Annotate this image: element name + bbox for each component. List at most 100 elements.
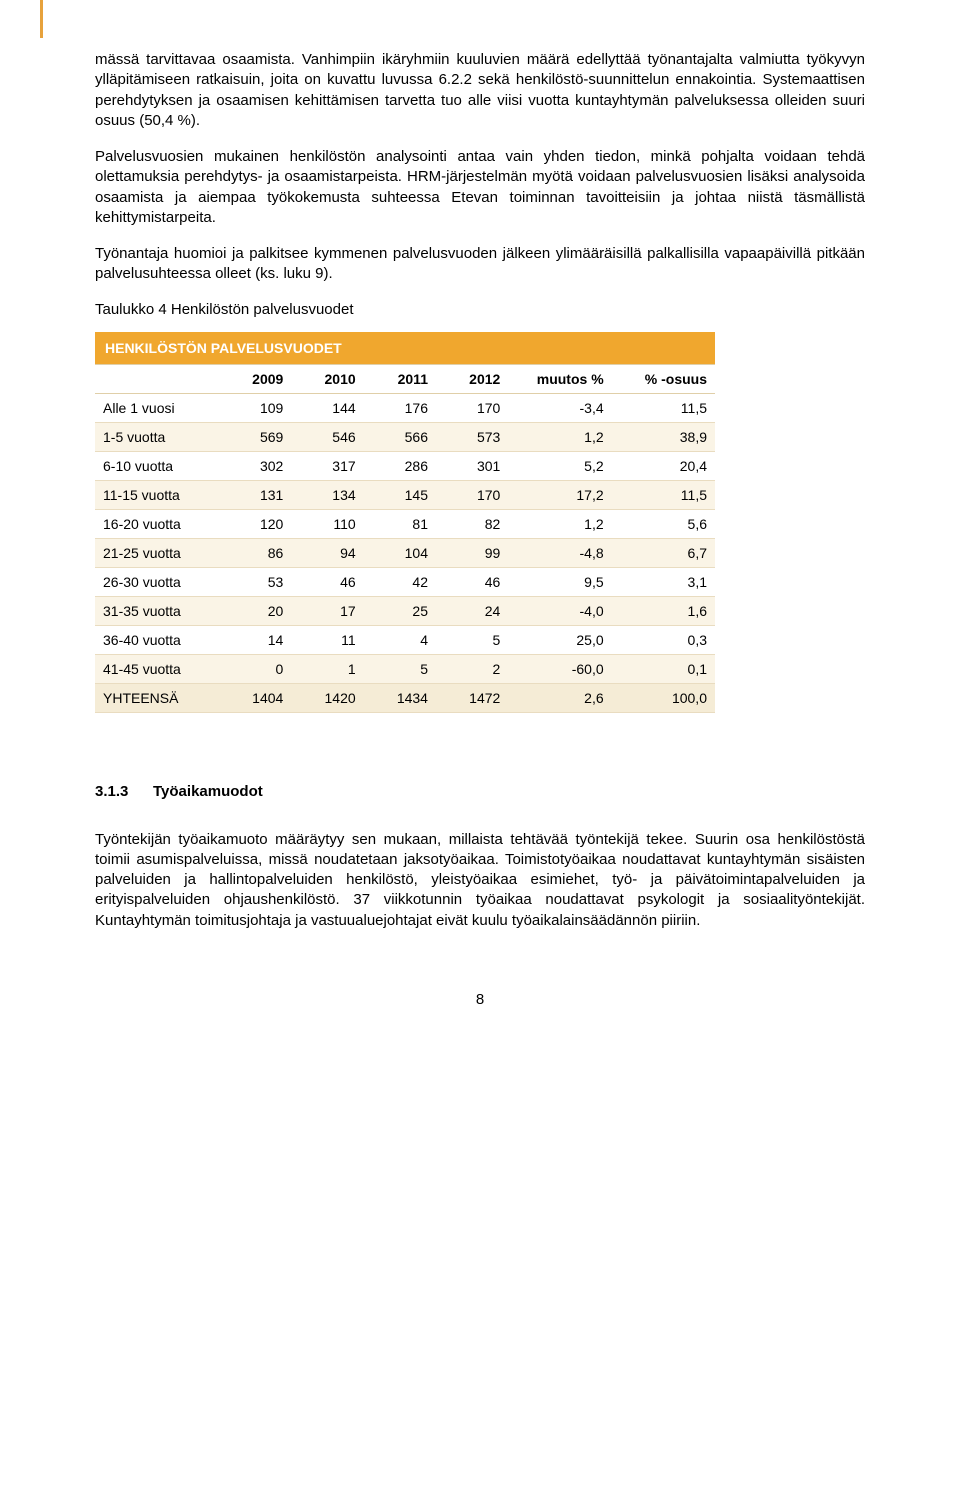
cell: 145 [364,480,436,509]
col-share: % -osuus [612,364,715,393]
cell: 2,6 [508,683,611,712]
cell: 11 [291,625,363,654]
cell: 301 [436,451,508,480]
cell: 6,7 [612,538,715,567]
cell: 3,1 [612,567,715,596]
row-label: 31-35 vuotta [95,596,219,625]
cell: 94 [291,538,363,567]
cell: 38,9 [612,422,715,451]
cell: 302 [219,451,291,480]
cell: 2 [436,654,508,683]
cell: 1420 [291,683,363,712]
cell: 5 [436,625,508,654]
table-row: Alle 1 vuosi109144176170-3,411,5 [95,393,715,422]
row-label: 26-30 vuotta [95,567,219,596]
row-label: 1-5 vuotta [95,422,219,451]
table-header-row: 2009 2010 2011 2012 muutos % % -osuus [95,364,715,393]
row-label: YHTEENSÄ [95,683,219,712]
cell: 317 [291,451,363,480]
table-row: 1-5 vuotta5695465665731,238,9 [95,422,715,451]
cell: 25,0 [508,625,611,654]
cell: 5 [364,654,436,683]
col-change: muutos % [508,364,611,393]
col-blank [95,364,219,393]
cell: 20 [219,596,291,625]
cell: 81 [364,509,436,538]
cell: 99 [436,538,508,567]
cell: 4 [364,625,436,654]
cell: 100,0 [612,683,715,712]
table-row: 41-45 vuotta0152-60,00,1 [95,654,715,683]
cell: 11,5 [612,480,715,509]
cell: 109 [219,393,291,422]
col-2009: 2009 [219,364,291,393]
paragraph-4: Työntekijän työaikamuoto määräytyy sen m… [95,830,865,931]
cell: -3,4 [508,393,611,422]
cell: 0,3 [612,625,715,654]
cell: 104 [364,538,436,567]
table-row: 11-15 vuotta13113414517017,211,5 [95,480,715,509]
table-row: 21-25 vuotta869410499-4,86,7 [95,538,715,567]
row-label: 41-45 vuotta [95,654,219,683]
cell: 120 [219,509,291,538]
cell: 11,5 [612,393,715,422]
cell: 53 [219,567,291,596]
paragraph-1: mässä tarvittavaa osaamista. Vanhimpiin … [95,50,865,131]
col-2011: 2011 [364,364,436,393]
cell: 25 [364,596,436,625]
table-row: YHTEENSÄ14041420143414722,6100,0 [95,683,715,712]
table-row: 26-30 vuotta534642469,53,1 [95,567,715,596]
cell: 14 [219,625,291,654]
cell: 286 [364,451,436,480]
cell: 0 [219,654,291,683]
cell: 170 [436,480,508,509]
col-2012: 2012 [436,364,508,393]
cell: 144 [291,393,363,422]
col-2010: 2010 [291,364,363,393]
cell: 20,4 [612,451,715,480]
cell: 1434 [364,683,436,712]
row-label: Alle 1 vuosi [95,393,219,422]
cell: 0,1 [612,654,715,683]
paragraph-2: Palvelusvuosien mukainen henkilöstön ana… [95,147,865,228]
table-title: HENKILÖSTÖN PALVELUSVUODET [95,332,715,365]
cell: 1,2 [508,422,611,451]
cell: 131 [219,480,291,509]
cell: 46 [436,567,508,596]
page: mässä tarvittavaa osaamista. Vanhimpiin … [0,0,960,1504]
cell: 170 [436,393,508,422]
section-title: Työaikamuodot [153,783,263,800]
cell: -60,0 [508,654,611,683]
cell: -4,8 [508,538,611,567]
cell: 17 [291,596,363,625]
row-label: 16-20 vuotta [95,509,219,538]
row-label: 11-15 vuotta [95,480,219,509]
table-caption: Taulukko 4 Henkilöstön palvelusvuodet [95,301,865,318]
cell: -4,0 [508,596,611,625]
cell: 134 [291,480,363,509]
service-years-table: HENKILÖSTÖN PALVELUSVUODET 2009 2010 201… [95,332,715,713]
cell: 42 [364,567,436,596]
cell: 46 [291,567,363,596]
cell: 24 [436,596,508,625]
cell: 5,6 [612,509,715,538]
cell: 5,2 [508,451,611,480]
row-label: 6-10 vuotta [95,451,219,480]
paragraph-3: Työnantaja huomioi ja palkitsee kymmenen… [95,244,865,285]
section-number: 3.1.3 [95,783,153,800]
row-label: 36-40 vuotta [95,625,219,654]
cell: 569 [219,422,291,451]
cell: 1 [291,654,363,683]
cell: 546 [291,422,363,451]
section-heading: 3.1.3 Työaikamuodot [95,783,865,800]
cell: 110 [291,509,363,538]
cell: 1,2 [508,509,611,538]
table-row: 16-20 vuotta12011081821,25,6 [95,509,715,538]
cell: 1472 [436,683,508,712]
page-number: 8 [95,991,865,1008]
table-row: 6-10 vuotta3023172863015,220,4 [95,451,715,480]
cell: 1404 [219,683,291,712]
cell: 176 [364,393,436,422]
cell: 1,6 [612,596,715,625]
cell: 17,2 [508,480,611,509]
